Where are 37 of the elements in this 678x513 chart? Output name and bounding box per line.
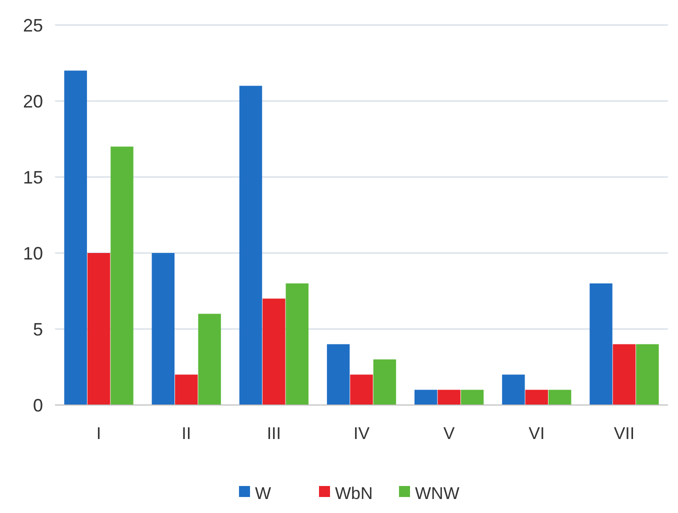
y-tick-label: 10 — [22, 243, 43, 264]
x-tick-label: II — [182, 424, 192, 443]
bar — [590, 283, 612, 405]
bar — [502, 374, 525, 405]
bar — [373, 359, 396, 405]
y-tick-label: 25 — [22, 15, 43, 36]
bar — [174, 374, 198, 405]
y-tick-label: 20 — [22, 91, 43, 112]
bar — [438, 390, 460, 405]
legend-label: W — [255, 484, 272, 503]
y-tick-label: 5 — [32, 319, 43, 340]
bar — [286, 283, 308, 405]
legend-label: WNW — [415, 484, 460, 503]
bar — [612, 344, 636, 405]
bar — [64, 70, 87, 405]
y-tick-label: 0 — [32, 395, 43, 416]
bar — [548, 390, 572, 405]
bar — [239, 86, 262, 405]
bar — [152, 253, 175, 405]
x-tick-label: III — [266, 424, 282, 443]
bar — [198, 314, 221, 405]
bar — [262, 298, 286, 405]
bar — [414, 390, 438, 405]
x-tick-label: VI — [528, 424, 545, 443]
bar — [525, 390, 548, 405]
legend-label: WbN — [335, 484, 373, 503]
x-tick-label: V — [443, 424, 456, 443]
bar — [636, 344, 659, 405]
x-tick-label: VII — [614, 424, 635, 443]
bar — [326, 344, 350, 405]
bar — [87, 253, 110, 405]
x-tick-label: I — [96, 424, 102, 443]
y-tick-label: 15 — [22, 167, 43, 188]
bar — [110, 146, 134, 405]
bar — [350, 374, 373, 405]
x-tick-label: IV — [353, 424, 370, 443]
bar — [460, 390, 484, 405]
